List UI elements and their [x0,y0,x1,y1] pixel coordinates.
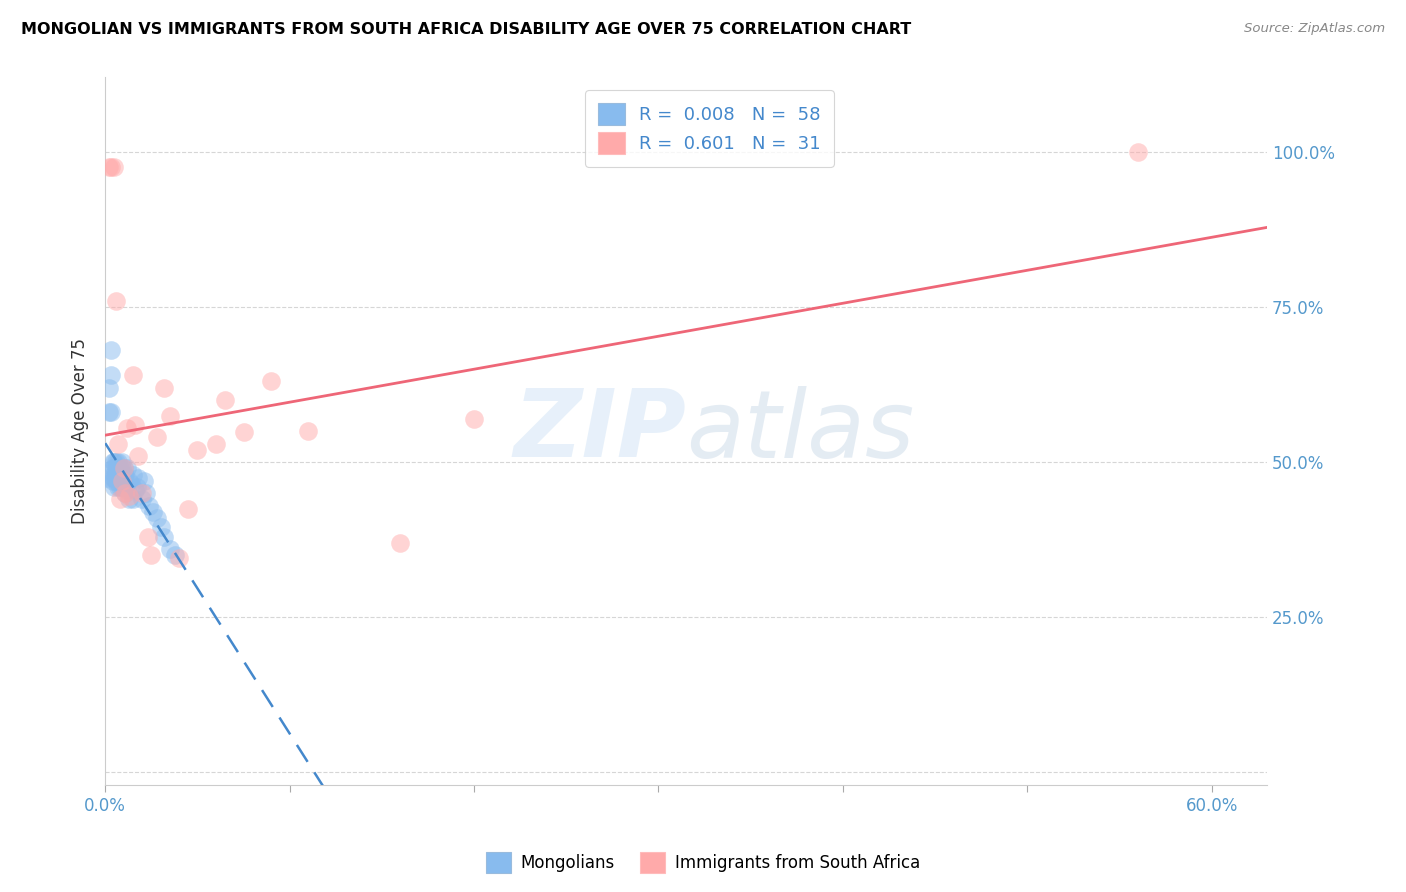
Point [114,467,136,482]
Point [120,476,142,491]
Point [103,480,125,494]
Point [103,467,125,482]
Point [165,548,187,562]
Point [112,461,135,475]
Text: MONGOLIAN VS IMMIGRANTS FROM SOUTH AFRICA DISABILITY AGE OVER 75 CORRELATION CHA: MONGOLIAN VS IMMIGRANTS FROM SOUTH AFRIC… [21,22,911,37]
Point [101,461,124,475]
Point [122,467,145,482]
Point [118,474,141,488]
Legend: Mongolians, Immigrants from South Africa: Mongolians, Immigrants from South Africa [479,846,927,880]
Point [114,486,136,500]
Point [117,483,139,497]
Point [111,474,134,488]
Text: atlas: atlas [686,385,914,476]
Point [232,425,254,440]
Point [103,161,125,175]
Point [100,343,122,358]
Point [122,492,145,507]
Point [100,368,122,383]
Point [107,436,129,450]
Point [112,461,135,475]
Point [131,486,153,500]
Point [105,461,128,475]
Point [153,530,176,544]
Point [114,486,136,500]
Point [101,474,124,488]
Point [100,161,122,175]
Point [112,467,135,482]
Point [135,486,157,500]
Point [108,461,131,475]
Point [97,161,120,175]
Point [108,474,131,488]
Point [103,455,125,469]
Point [108,467,131,482]
Point [105,474,128,488]
Point [177,501,200,516]
Point [463,411,485,425]
Point [142,505,165,519]
Point [124,417,146,432]
Point [101,470,124,484]
Point [96,470,118,484]
Point [100,405,122,419]
Point [103,470,125,484]
Point [122,368,145,383]
Point [118,492,141,507]
Point [125,480,148,494]
Point [117,421,139,435]
Point [107,467,129,482]
Point [124,483,146,497]
Point [112,480,135,494]
Point [107,461,129,475]
Point [111,467,134,482]
Point [186,442,208,457]
Point [146,511,169,525]
Point [111,480,134,494]
Point [97,381,120,395]
Point [167,551,190,566]
Point [127,449,149,463]
Point [131,492,153,507]
Point [138,499,160,513]
Point [153,381,176,395]
Point [101,455,124,469]
Point [136,530,159,544]
Point [107,480,129,494]
Legend: R =  0.008   N =  58, R =  0.601   N =  31: R = 0.008 N = 58, R = 0.601 N = 31 [585,90,834,167]
Point [389,535,412,549]
Text: Source: ZipAtlas.com: Source: ZipAtlas.com [1244,22,1385,36]
Point [127,470,149,484]
Y-axis label: Disability Age Over 75: Disability Age Over 75 [72,338,89,524]
Point [107,470,129,484]
Point [114,474,136,488]
Point [105,467,128,482]
Point [111,455,134,469]
Point [297,424,319,438]
Point [105,293,128,308]
Point [117,461,139,475]
Point [1126,145,1149,159]
Point [108,480,131,494]
Point [132,474,155,488]
Point [141,548,163,562]
Point [205,436,228,450]
Point [159,541,181,556]
Point [146,430,169,444]
Point [149,520,172,534]
Point [97,405,120,419]
Point [105,455,128,469]
Point [118,489,141,503]
Point [103,461,125,475]
Point [108,492,131,507]
Point [260,375,283,389]
Point [107,455,129,469]
Text: ZIP: ZIP [513,385,686,477]
Point [159,409,181,423]
Point [214,393,236,408]
Point [111,461,134,475]
